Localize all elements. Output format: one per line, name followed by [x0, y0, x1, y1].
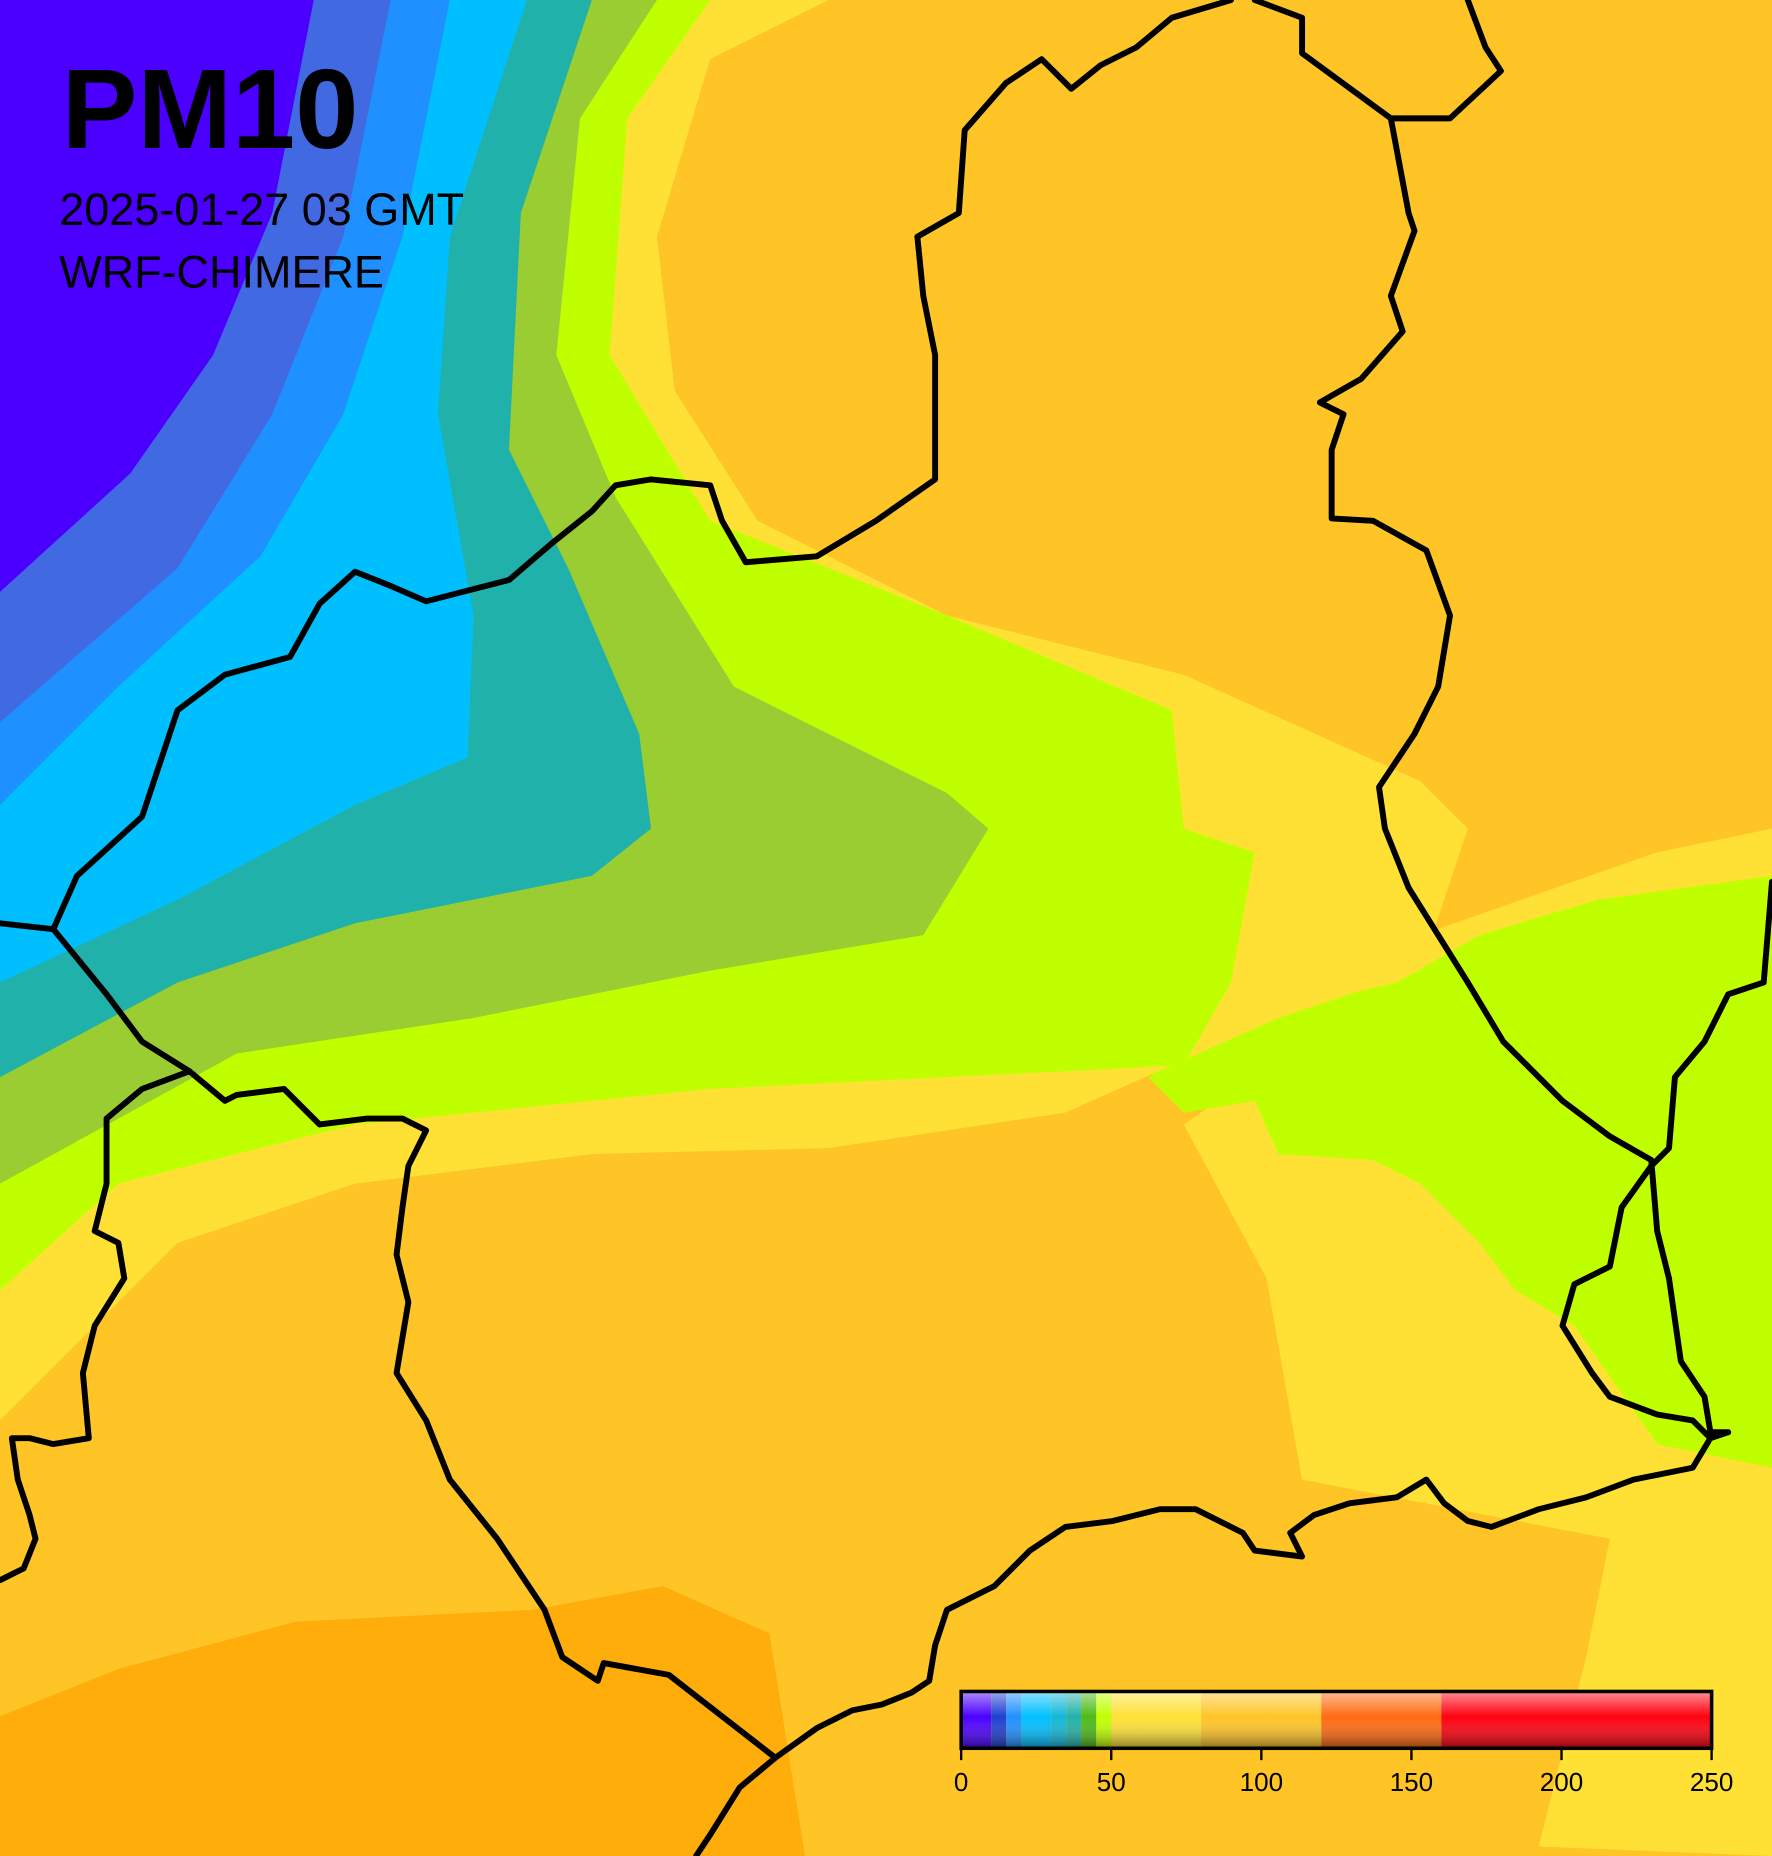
timestamp: 2025-01-27 03 GMT	[59, 184, 464, 235]
colorbar-tick-label: 150	[1390, 1767, 1433, 1797]
border-far-east	[1559, 878, 1772, 1442]
colorbar-tick-label: 200	[1540, 1767, 1583, 1797]
field-purple	[0, 0, 314, 592]
border-west	[0, 1068, 193, 1584]
border-central	[1316, 115, 1732, 1436]
model-name: WRF-CHIMERE	[59, 247, 384, 298]
colorbar-tick-label: 250	[1690, 1767, 1733, 1797]
title: PM10	[62, 46, 359, 173]
coastline-south	[772, 1429, 1732, 1761]
colorbar-tick-label: 50	[1097, 1767, 1126, 1797]
field-high	[0, 1586, 805, 1856]
colorbar-tick-label: 0	[954, 1767, 968, 1797]
coastline-north	[0, 0, 1234, 933]
colorbar-tick-label: 100	[1240, 1767, 1283, 1797]
colorbar-gloss	[961, 1691, 1712, 1749]
colorbar: 0 50 100 150 200 250	[954, 1689, 1733, 1797]
colorbar-frame	[959, 1689, 1714, 1751]
field-lime-right	[1148, 875, 1772, 1468]
border-east	[1251, 0, 1504, 122]
border-south-west	[50, 926, 779, 1856]
